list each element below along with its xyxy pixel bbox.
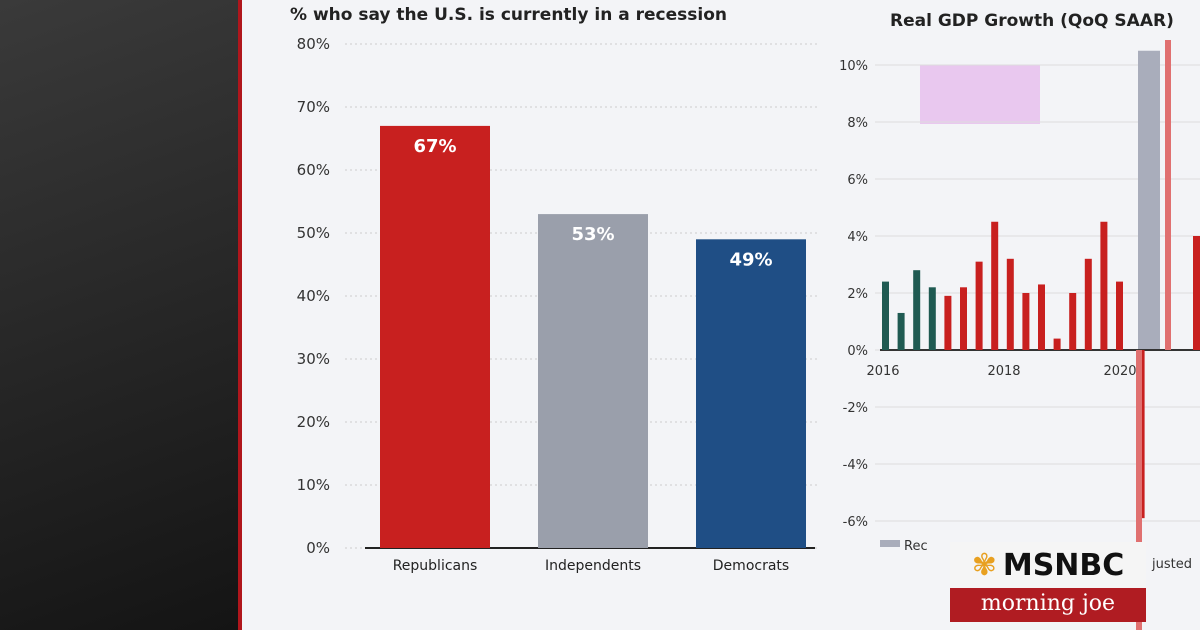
highlight-box [920, 65, 1040, 124]
y-tick-label: 40% [297, 287, 330, 305]
gdp-bar [882, 281, 889, 350]
y-tick-label: 10% [297, 476, 330, 494]
y-tick-label: 10% [839, 59, 868, 74]
y-tick-label: 0% [847, 344, 868, 359]
gdp-bar [991, 221, 999, 350]
bar-republicans [380, 125, 490, 549]
data-label: 67% [413, 136, 456, 157]
y-tick-label: 0% [306, 539, 330, 557]
legend-label: Rec [904, 539, 928, 554]
gdp-bar [913, 270, 921, 350]
studio-background [0, 0, 245, 630]
gdp-bar [1038, 284, 1045, 350]
gdp-bar [960, 287, 967, 350]
chart-title: % who say the U.S. is currently in a rec… [290, 5, 727, 25]
y-tick-label: 4% [847, 230, 868, 245]
y-tick-label: 2% [847, 287, 868, 302]
bar-independents [538, 214, 648, 548]
recession-shading [1138, 50, 1160, 350]
y-tick-label: -6% [843, 515, 868, 530]
data-label: 53% [571, 224, 614, 245]
y-tick-label: 30% [297, 350, 330, 368]
y-tick-label: 70% [297, 98, 330, 116]
y-tick-label: 8% [847, 116, 868, 131]
gdp-bar [1069, 293, 1077, 350]
bar-democrats [696, 239, 806, 549]
y-tick-label: 6% [847, 173, 868, 188]
y-tick-label: 50% [297, 224, 330, 242]
gdp-bar [1053, 338, 1061, 350]
y-tick-label: 60% [297, 161, 330, 179]
data-label: 49% [729, 249, 772, 270]
show-name: morning joe [950, 588, 1146, 622]
gdp-bar [1100, 221, 1108, 350]
legend-swatch [880, 540, 900, 547]
category-label: Independents [545, 558, 641, 574]
gdp-bar [928, 287, 936, 350]
network-logo: ✾ MSNBC morning joe [950, 542, 1146, 622]
gdp-bar [897, 312, 905, 350]
category-label: Republicans [393, 558, 478, 574]
network-name: MSNBC [1002, 547, 1125, 583]
y-tick-label: 20% [297, 413, 330, 431]
gdp-bar [1116, 281, 1123, 350]
y-tick-label: -2% [843, 401, 868, 416]
gdp-bar [944, 295, 952, 350]
gdp-bar [1084, 258, 1092, 350]
category-label: Democrats [713, 558, 789, 574]
y-tick-label: -4% [843, 458, 868, 473]
gdp-bar [1022, 293, 1030, 350]
gdp-bar-hatched [1165, 40, 1171, 350]
x-tick-label: 2018 [987, 364, 1020, 379]
gdp-bar [975, 261, 983, 350]
x-tick-label: 2020 [1103, 364, 1136, 379]
y-tick-label: 80% [297, 35, 330, 53]
chart-title: Real GDP Growth (QoQ SAAR) [890, 11, 1174, 31]
peacock-icon: ✾ [971, 547, 997, 583]
gdp-bar [1193, 236, 1200, 350]
x-tick-label: 2016 [866, 364, 899, 379]
gdp-bar [1006, 258, 1014, 350]
legend-label: justed [1151, 557, 1192, 572]
gdp-bar-hatched [1136, 350, 1142, 630]
